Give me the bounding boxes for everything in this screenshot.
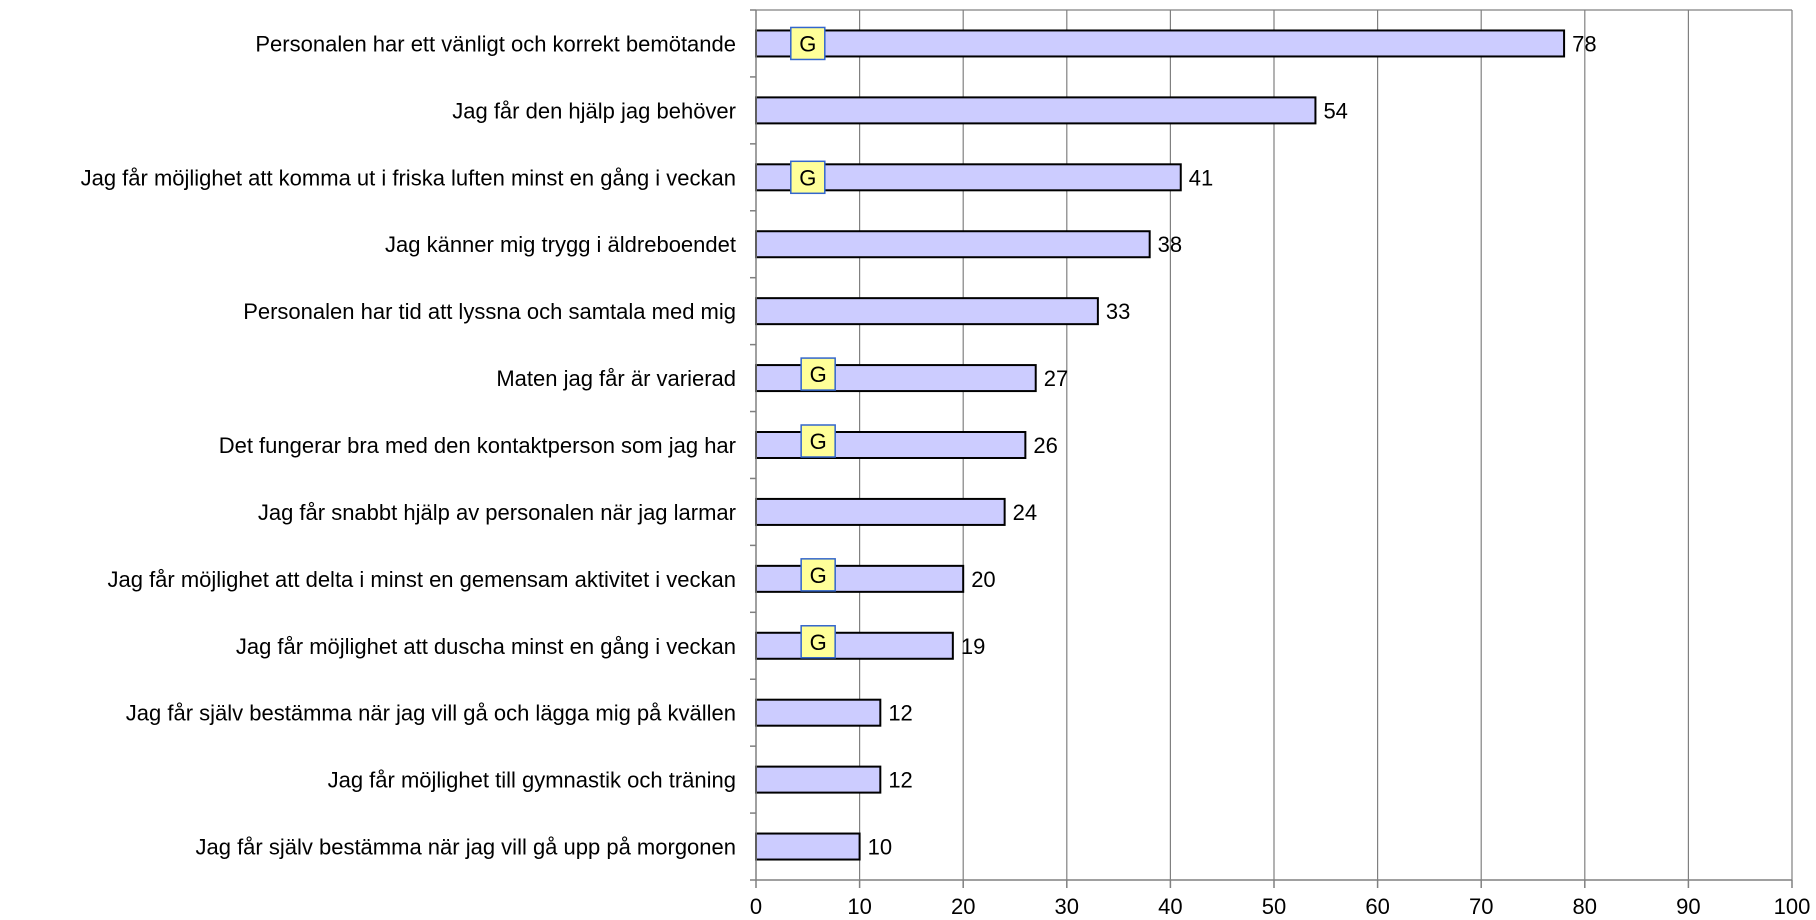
category-label: Jag får själv bestämma när jag vill gå o… — [126, 701, 736, 726]
bar — [755, 364, 1037, 393]
x-tick-label: 10 — [847, 894, 871, 919]
x-tick-label: 60 — [1365, 894, 1389, 919]
category-label: Jag får möjlighet till gymnastik och trä… — [328, 768, 736, 793]
g-marker — [800, 558, 836, 592]
x-tick-label: 80 — [1573, 894, 1597, 919]
g-marker-label: G — [810, 362, 827, 387]
labels: Personalen har ett vänligt och korrekt b… — [81, 31, 1597, 859]
markers: G G G G G G — [790, 26, 836, 659]
data-label: 20 — [971, 567, 995, 592]
gridlines — [756, 9, 1793, 880]
data-label: 78 — [1572, 31, 1596, 56]
bar — [755, 230, 1151, 259]
g-marker — [790, 160, 826, 195]
g-marker-label: G — [810, 630, 827, 655]
bar — [755, 163, 1182, 192]
data-label: 33 — [1106, 299, 1130, 324]
data-label: 10 — [868, 835, 892, 860]
bar — [755, 832, 861, 861]
x-tick-label: 40 — [1158, 894, 1182, 919]
bar — [755, 96, 1317, 125]
category-label: Det fungerar bra med den kontaktperson s… — [219, 433, 736, 458]
bar — [755, 564, 965, 593]
g-marker-label: G — [799, 165, 816, 190]
bar — [755, 431, 1027, 459]
x-tick-label: 30 — [1055, 894, 1079, 919]
g-marker-label: G — [810, 429, 827, 454]
x-tick-label: 90 — [1676, 894, 1700, 919]
g-marker — [800, 424, 836, 458]
data-label: 19 — [961, 634, 985, 659]
category-label: Maten jag får är varierad — [496, 366, 736, 391]
g-marker-label: G — [799, 31, 816, 56]
x-tick-label: 100 — [1774, 894, 1811, 919]
data-label: 27 — [1044, 366, 1068, 391]
category-label: Jag får möjlighet att komma ut i friska … — [81, 165, 736, 190]
bar — [755, 29, 1566, 58]
data-label: 26 — [1033, 433, 1057, 458]
x-tick-label: 50 — [1262, 894, 1286, 919]
data-label: 38 — [1158, 232, 1182, 257]
x-tick-label: 70 — [1469, 894, 1493, 919]
category-label: Jag får den hjälp jag behöver — [452, 98, 736, 123]
bar — [755, 765, 882, 794]
bar — [755, 497, 1006, 526]
g-marker-label: G — [810, 563, 827, 588]
category-label: Personalen har tid att lyssna och samtal… — [243, 299, 736, 324]
category-label: Jag får möjlighet att duscha minst en gå… — [236, 634, 736, 659]
g-marker — [790, 26, 826, 61]
x-tick-label: 0 — [750, 894, 762, 919]
data-label: 12 — [888, 701, 912, 726]
bar — [755, 631, 954, 660]
axes: 0 10 20 30 40 50 60 70 80 90 100 — [750, 9, 1811, 919]
category-label: Jag känner mig trygg i äldreboendet — [385, 232, 736, 257]
data-label: 12 — [888, 768, 912, 793]
category-label: Jag får snabbt hjälp av personalen när j… — [258, 500, 736, 525]
category-label: Jag får möjlighet att delta i minst en g… — [107, 567, 736, 592]
data-label: 54 — [1323, 98, 1347, 123]
category-label: Personalen har ett vänligt och korrekt b… — [255, 31, 736, 56]
g-marker — [800, 357, 836, 391]
category-label: Jag får själv bestämma när jag vill gå u… — [195, 835, 736, 860]
bar — [755, 698, 882, 727]
bar — [755, 297, 1099, 326]
data-label: 41 — [1189, 165, 1213, 190]
x-tick-label: 20 — [951, 894, 975, 919]
data-label: 24 — [1013, 500, 1037, 525]
g-marker — [800, 625, 836, 659]
bars — [755, 29, 1566, 861]
